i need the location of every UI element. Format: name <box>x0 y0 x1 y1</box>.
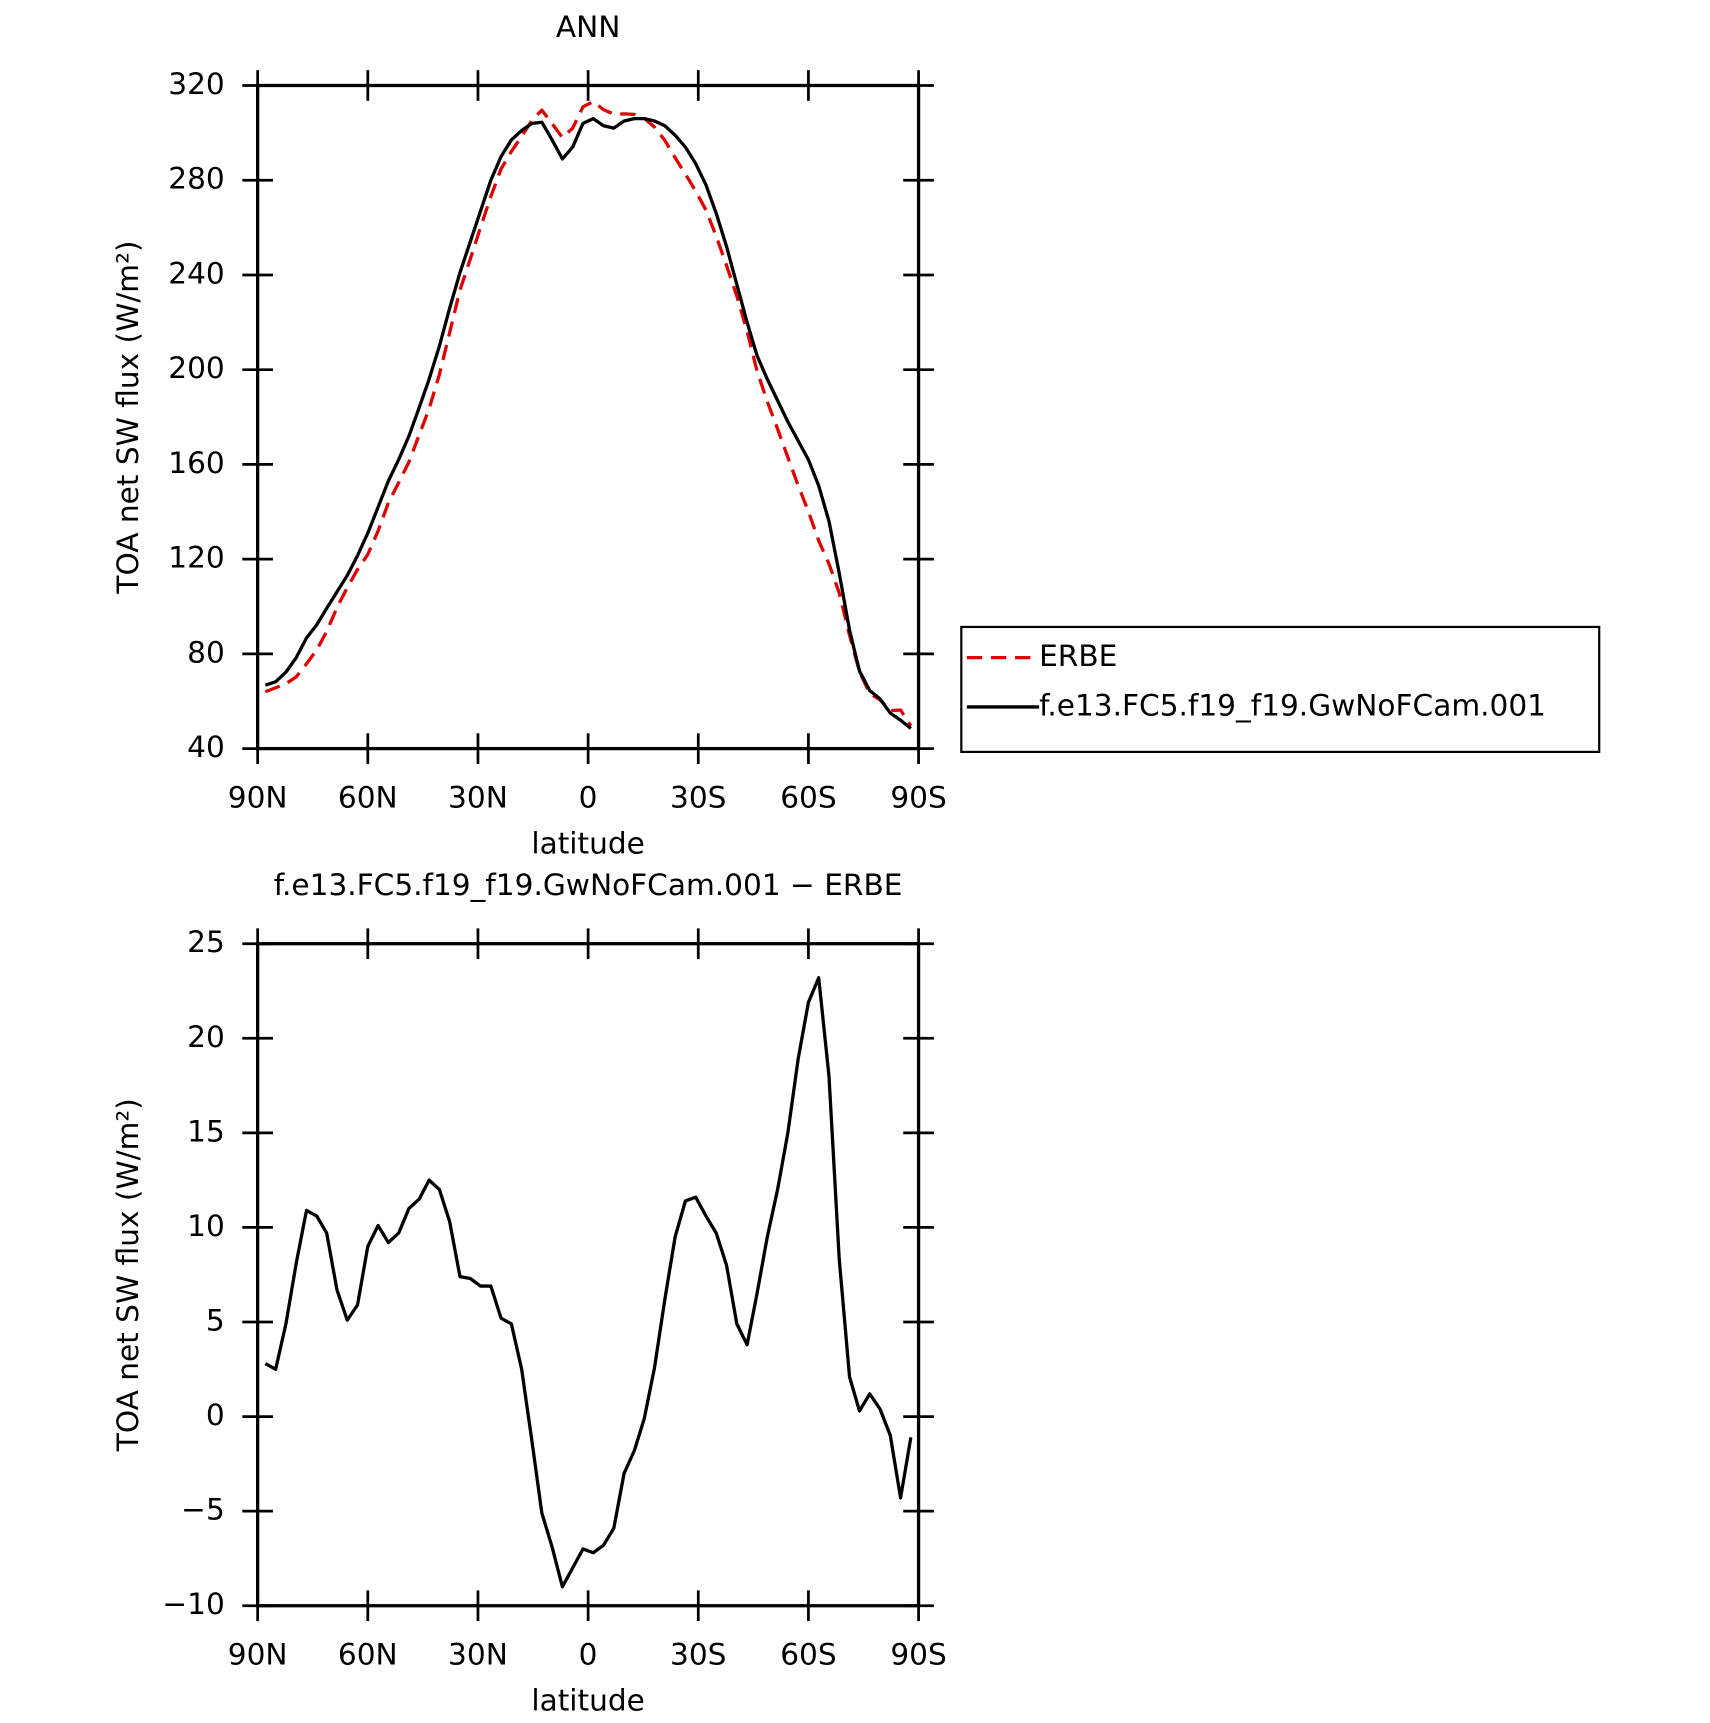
chart-title: ANN <box>556 10 621 44</box>
chart-title: f.e13.FC5.f19_f19.GwNoFCam.001 − ERBE <box>274 868 903 902</box>
data-line <box>264 99 913 727</box>
x-tick-label: 90N <box>228 781 288 815</box>
x-axis-label: latitude <box>531 827 644 861</box>
y-tick-label: 80 <box>187 635 225 669</box>
legend-label: ERBE <box>1039 639 1117 673</box>
x-tick-label: 60S <box>780 1638 836 1672</box>
y-tick-label: 320 <box>168 67 224 101</box>
plot-frame <box>256 942 921 1608</box>
legend-label: f.e13.FC5.f19_f19.GwNoFCam.001 <box>1039 688 1546 722</box>
plot-frame <box>256 83 921 751</box>
x-tick-label: 30N <box>448 781 508 815</box>
x-tick-label: 30S <box>670 1638 726 1672</box>
y-tick-label: 280 <box>168 162 224 196</box>
y-tick-label: 25 <box>187 925 225 959</box>
x-tick-label: 60N <box>338 1638 398 1672</box>
x-tick-label: 30S <box>670 781 726 815</box>
y-tick-label: 120 <box>168 541 224 575</box>
data-line <box>264 976 913 1589</box>
legend-box <box>960 625 1601 753</box>
x-tick-label: 90N <box>228 1638 288 1672</box>
x-axis-label: latitude <box>531 1684 644 1718</box>
y-tick-label: 5 <box>206 1304 225 1338</box>
y-tick-label: −10 <box>162 1587 224 1621</box>
x-tick-label: 60N <box>338 781 398 815</box>
x-tick-label: 90S <box>890 781 946 815</box>
x-tick-label: 60S <box>780 781 836 815</box>
x-tick-label: 90S <box>890 1638 946 1672</box>
y-axis-label: TOA net SW flux (W/m²) <box>111 1098 145 1452</box>
y-tick-label: 20 <box>187 1020 225 1054</box>
y-tick-label: 15 <box>187 1114 225 1148</box>
y-tick-label: 0 <box>206 1398 225 1432</box>
y-axis-label: TOA net SW flux (W/m²) <box>111 241 145 595</box>
y-tick-label: 240 <box>168 256 224 290</box>
y-tick-label: 160 <box>168 446 224 480</box>
data-line <box>264 117 912 730</box>
x-tick-label: 30N <box>448 1638 508 1672</box>
y-tick-label: 10 <box>187 1209 225 1243</box>
y-tick-label: 200 <box>168 351 224 385</box>
x-tick-label: 0 <box>579 1638 598 1672</box>
y-tick-label: 40 <box>187 730 225 764</box>
x-tick-label: 0 <box>579 781 598 815</box>
y-tick-label: −5 <box>181 1493 225 1527</box>
